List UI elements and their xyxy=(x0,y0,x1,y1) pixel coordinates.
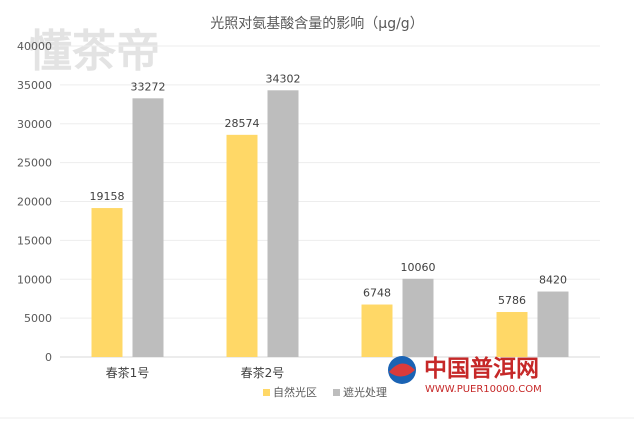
legend-swatch-natural-light xyxy=(263,389,270,396)
bars xyxy=(91,90,569,358)
bar-shade xyxy=(267,90,299,358)
y-tick-label: 30000 xyxy=(17,118,52,131)
legend-label-shade: 遮光处理 xyxy=(343,385,387,399)
y-tick-label: 10000 xyxy=(17,273,52,286)
watermark-logo: 中国普洱网 WWW.PUER10000.COM xyxy=(388,355,542,395)
y-tick-label: 25000 xyxy=(17,157,52,170)
y-tick-label: 0 xyxy=(45,351,52,364)
watermark-site-url: WWW.PUER10000.COM xyxy=(425,384,542,395)
watermark-site-name: 中国普洱网 xyxy=(424,355,539,382)
globe-swoosh-icon xyxy=(389,363,415,377)
legend-swatch-shade xyxy=(333,389,340,396)
watermark-top-left: 懂茶帝 xyxy=(28,26,160,77)
y-axis: 0 5000 10000 15000 20000 25000 30000 35000 40000 xyxy=(17,40,52,364)
bar-value-label: 19158 xyxy=(90,190,125,203)
bar-natural-light xyxy=(361,304,393,357)
bar-value-label: 8420 xyxy=(539,274,567,287)
legend: 自然光区 遮光处理 xyxy=(263,385,387,399)
data-labels: 19158 33272 28574 34302 6748 10060 5786 8420 xyxy=(90,72,568,307)
chart-title: 光照对氨基酸含量的影响（μg/g） xyxy=(210,15,423,32)
y-tick-label: 5000 xyxy=(24,312,52,325)
bar-value-label: 5786 xyxy=(498,294,526,307)
x-tick-label: 春茶1号 xyxy=(106,365,150,380)
bar-natural-light xyxy=(496,312,528,357)
bar-natural-light xyxy=(226,134,258,357)
bar-value-label: 34302 xyxy=(266,72,301,85)
bar-shade xyxy=(132,98,164,357)
bar-shade xyxy=(402,278,434,357)
bar-value-label: 33272 xyxy=(131,80,166,93)
legend-label-natural-light: 自然光区 xyxy=(273,385,317,399)
bar-value-label: 6748 xyxy=(363,287,391,300)
y-tick-label: 20000 xyxy=(17,196,52,209)
y-tick-label: 35000 xyxy=(17,79,52,92)
x-tick-label: 春茶2号 xyxy=(241,365,285,380)
bar-value-label: 28574 xyxy=(225,117,260,130)
bar-natural-light xyxy=(91,208,123,357)
bar-shade xyxy=(537,291,569,357)
bar-value-label: 10060 xyxy=(401,261,436,274)
y-tick-label: 15000 xyxy=(17,234,52,247)
y-tick-label: 40000 xyxy=(17,40,52,53)
